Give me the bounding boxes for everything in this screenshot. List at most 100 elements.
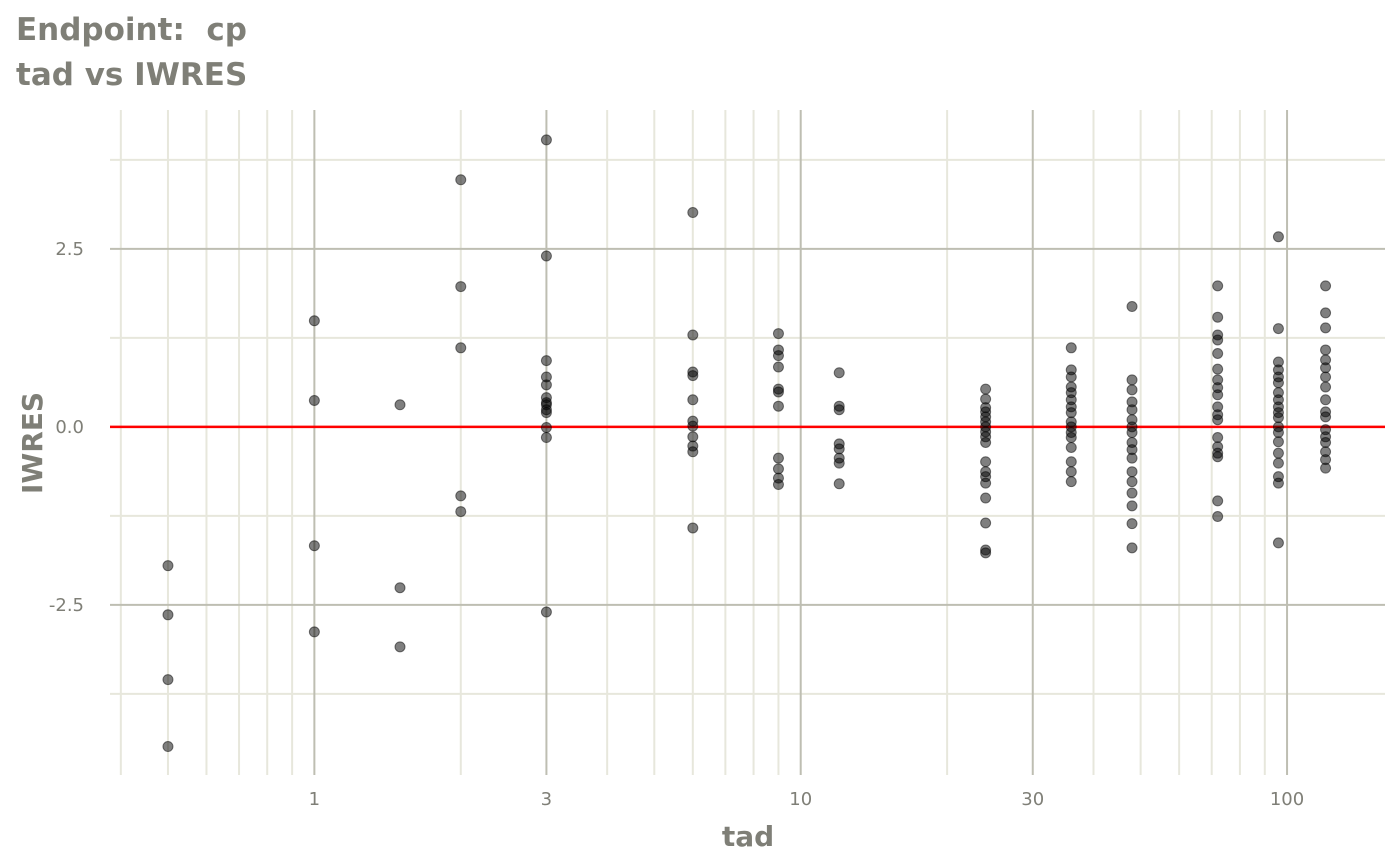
data-point (772, 328, 784, 340)
data-point (1212, 414, 1224, 426)
data-point (772, 361, 784, 373)
data-point (1272, 231, 1284, 243)
data-point (540, 407, 552, 419)
data-point (1065, 407, 1077, 419)
data-point (1126, 466, 1138, 478)
data-point (1272, 477, 1284, 489)
data-point (1065, 441, 1077, 453)
data-point (1272, 323, 1284, 335)
data-point (687, 431, 699, 443)
data-point (1212, 363, 1224, 375)
data-point (394, 399, 406, 411)
data-point (1065, 456, 1077, 468)
data-point (1126, 518, 1138, 530)
data-point (687, 446, 699, 458)
data-point (1320, 437, 1332, 448)
data-point (980, 437, 992, 448)
data-point (394, 641, 406, 653)
data-point (540, 379, 552, 391)
data-point (455, 490, 467, 502)
data-point (980, 456, 992, 468)
data-point (687, 522, 699, 534)
chart-subtitle: tad vs IWRES (16, 57, 248, 93)
data-point (1272, 427, 1284, 439)
data-point (455, 174, 467, 186)
data-point (1126, 374, 1138, 386)
data-point (1320, 322, 1332, 334)
x-axis-label: tad (722, 820, 774, 853)
data-point (687, 329, 699, 341)
data-point (833, 457, 845, 469)
data-point (1212, 334, 1224, 346)
data-point (1272, 377, 1284, 389)
data-point (772, 479, 784, 491)
data-point (980, 547, 992, 559)
chart-title: Endpoint: cp (16, 12, 247, 48)
data-point (1126, 452, 1138, 464)
data-point (1065, 371, 1077, 383)
data-point (1065, 476, 1077, 488)
data-point (1320, 381, 1332, 393)
data-point (540, 134, 552, 146)
data-point (162, 560, 174, 572)
data-point (1320, 344, 1332, 356)
data-point (1320, 394, 1332, 406)
data-point (1126, 542, 1138, 554)
data-point (540, 250, 552, 262)
data-point (1212, 495, 1224, 507)
y-tick-label: -2.5 (49, 595, 84, 616)
data-point (162, 674, 174, 686)
data-point (833, 443, 845, 455)
data-point (1320, 307, 1332, 319)
data-point (980, 517, 992, 529)
data-point (1320, 371, 1332, 383)
data-point (772, 452, 784, 464)
data-point (833, 404, 845, 416)
data-point (455, 506, 467, 518)
data-point (1126, 487, 1138, 499)
y-tick-label: 2.5 (55, 239, 84, 260)
data-point (540, 422, 552, 434)
data-point (1320, 462, 1332, 474)
data-point (772, 463, 784, 475)
data-point (980, 492, 992, 504)
data-point (772, 350, 784, 362)
data-point (1126, 384, 1138, 396)
x-tick-label: 100 (1270, 789, 1304, 810)
x-tick-label: 3 (541, 789, 552, 810)
data-point (687, 207, 699, 219)
data-point (1065, 342, 1077, 354)
data-point (980, 383, 992, 395)
data-point (308, 626, 320, 638)
data-point (687, 394, 699, 406)
data-point (1126, 500, 1138, 512)
data-point (308, 540, 320, 552)
y-axis-label: IWRES (16, 392, 49, 494)
data-point (1065, 466, 1077, 478)
data-point (1320, 362, 1332, 374)
data-point (772, 400, 784, 412)
data-point (687, 420, 699, 432)
data-point (1126, 301, 1138, 313)
data-point (1272, 412, 1284, 424)
y-tick-label: 0.0 (55, 417, 84, 438)
data-point (1126, 404, 1138, 416)
data-point (1126, 427, 1138, 439)
data-point (687, 370, 699, 382)
data-point (455, 342, 467, 354)
data-point (540, 432, 552, 444)
data-point (772, 386, 784, 398)
x-tick-label: 1 (309, 789, 320, 810)
data-point (1320, 411, 1332, 423)
data-point (308, 315, 320, 327)
data-point (1126, 476, 1138, 488)
data-point (162, 741, 174, 753)
data-point (1212, 348, 1224, 360)
data-point (1212, 451, 1224, 463)
data-point (833, 478, 845, 490)
data-point (162, 609, 174, 621)
data-point (1212, 280, 1224, 292)
x-tick-label: 10 (789, 789, 812, 810)
data-point (833, 367, 845, 379)
